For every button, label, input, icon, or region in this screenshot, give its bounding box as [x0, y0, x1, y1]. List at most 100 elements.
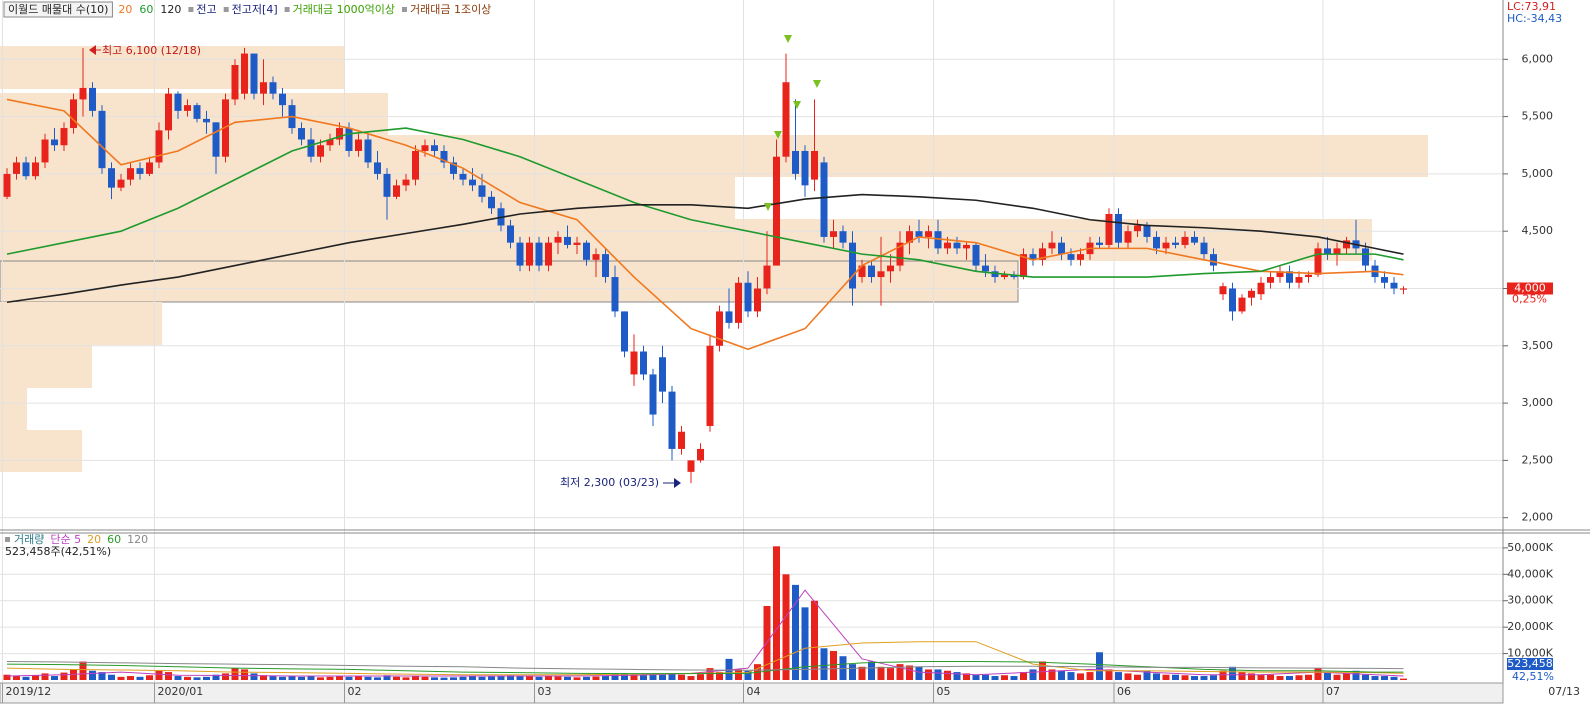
candle-body	[735, 282, 742, 323]
legend-item: 20	[87, 533, 101, 546]
candle-body	[117, 179, 125, 188]
volume-bar	[687, 676, 695, 680]
candle-body	[1267, 277, 1274, 283]
volume-bar	[326, 676, 334, 680]
candle-body	[32, 162, 39, 177]
candle-body	[478, 185, 486, 197]
volume-bar	[592, 676, 600, 680]
candle-body	[811, 150, 818, 180]
volume-bar	[944, 670, 951, 680]
candle-body	[668, 391, 676, 449]
volume-bar	[1400, 678, 1407, 680]
last-date: 07/13	[1548, 685, 1580, 698]
volume-bar	[1077, 673, 1084, 680]
change-label: 0,25%	[1512, 292, 1547, 305]
volume-bar	[3, 674, 11, 680]
volume-bar	[345, 676, 353, 680]
ma-line	[6, 98, 1404, 351]
candle-body	[459, 173, 467, 180]
volume-bar	[1143, 670, 1151, 680]
candle-body	[1039, 248, 1046, 260]
volume-bar	[231, 668, 239, 680]
candle-body	[573, 242, 581, 245]
volume-bar	[1248, 673, 1255, 680]
candle-body	[1210, 254, 1217, 266]
candle-body	[1029, 254, 1037, 260]
candle-body	[659, 357, 666, 392]
candle-body	[79, 87, 87, 100]
volume-bar	[336, 676, 343, 680]
candle-body	[649, 374, 657, 415]
volume-bar	[915, 666, 923, 680]
volume-bar	[146, 675, 153, 680]
volume-bar	[1324, 672, 1331, 680]
volume-bar	[963, 673, 970, 680]
candle-body	[51, 139, 58, 146]
volume-bar	[355, 676, 362, 680]
candle-body	[1134, 225, 1141, 232]
volume-bar	[735, 669, 742, 680]
volume-bar	[317, 677, 324, 680]
volume-bar	[573, 677, 581, 680]
y-tick-label: 2,500	[1522, 453, 1554, 466]
candle-body	[383, 173, 391, 197]
candle-body	[1238, 297, 1246, 312]
legend: 이월드 매물대 수(10) 20 60 120 전고 전고저[4] 거래대금 1000억이상…	[3, 1, 491, 18]
volume-bar	[1286, 676, 1293, 680]
candle-body	[1362, 248, 1369, 266]
volume-bar	[868, 661, 875, 680]
candle-body	[982, 265, 989, 272]
ma-line	[6, 661, 1404, 671]
volume-bar	[174, 676, 182, 680]
candle-body	[1143, 225, 1151, 237]
ma-line	[6, 661, 1404, 675]
volume-bar	[488, 676, 495, 680]
candle-body	[203, 118, 210, 123]
candle-body	[431, 145, 438, 151]
candle-body	[877, 271, 885, 278]
volume-bar	[602, 676, 609, 680]
volume-bar	[260, 675, 267, 680]
volume-bar	[41, 673, 49, 680]
candle-body	[355, 139, 362, 151]
y-tick-label: 5,000	[1522, 167, 1554, 180]
volume-bar	[953, 672, 961, 680]
ma-line	[6, 127, 1404, 278]
volume-bar	[402, 677, 410, 680]
volume-profile	[0, 46, 1428, 472]
volume-bar	[1229, 666, 1236, 680]
candle-body	[1115, 214, 1122, 243]
candle-body	[526, 242, 533, 266]
candle-body	[1001, 274, 1008, 278]
x-tick-label: 02	[348, 685, 362, 698]
volume-bar	[469, 676, 476, 680]
volume-bar	[934, 669, 942, 680]
volume-bar	[1134, 674, 1141, 680]
volume-bar	[516, 676, 524, 680]
candle-body	[621, 311, 628, 352]
volume-bar	[564, 676, 571, 680]
candle-body	[687, 460, 695, 472]
candle-body	[592, 254, 600, 260]
candle-body	[326, 139, 334, 146]
candle-body	[830, 231, 837, 237]
candle-body	[716, 311, 723, 346]
candle-body	[1153, 236, 1160, 249]
volume-bar	[1219, 670, 1227, 680]
candle-body	[906, 231, 913, 243]
candle-body	[402, 179, 410, 186]
volume-bar	[22, 676, 30, 680]
candle-body	[70, 99, 77, 129]
candle-body	[165, 93, 172, 131]
candle-body	[440, 150, 448, 163]
candle-body	[754, 288, 761, 312]
candle-body	[1390, 282, 1398, 289]
candle-body	[678, 431, 685, 449]
candle-body	[1381, 277, 1388, 283]
candle-body	[260, 82, 267, 94]
candle-body	[469, 179, 476, 186]
candle-body	[13, 162, 20, 174]
candle-body	[801, 150, 809, 186]
volume-bar	[203, 676, 210, 680]
volume-bar	[155, 670, 163, 680]
